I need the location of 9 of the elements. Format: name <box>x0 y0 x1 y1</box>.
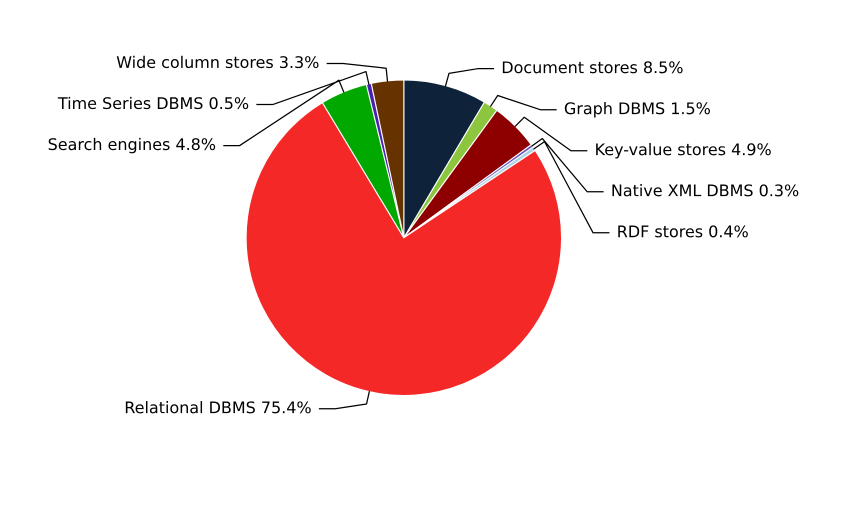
slice-label: Wide column stores 3.3% <box>116 56 318 68</box>
slice-label: RDF stores 0.4% <box>618 225 748 238</box>
slice-label: Native XML DBMS 0.3% <box>612 184 798 196</box>
slice-label: Search engines 4.8% <box>48 138 216 154</box>
slice-label: Relational DBMS 75.4% <box>126 401 311 414</box>
slice-label: Time Series DBMS 0.5% <box>58 96 248 110</box>
slice-label: Graph DBMS 1.5% <box>564 102 710 118</box>
slice-label: Document stores 8.5% <box>502 61 683 74</box>
slice-label: Key-value stores 4.9% <box>596 143 771 158</box>
